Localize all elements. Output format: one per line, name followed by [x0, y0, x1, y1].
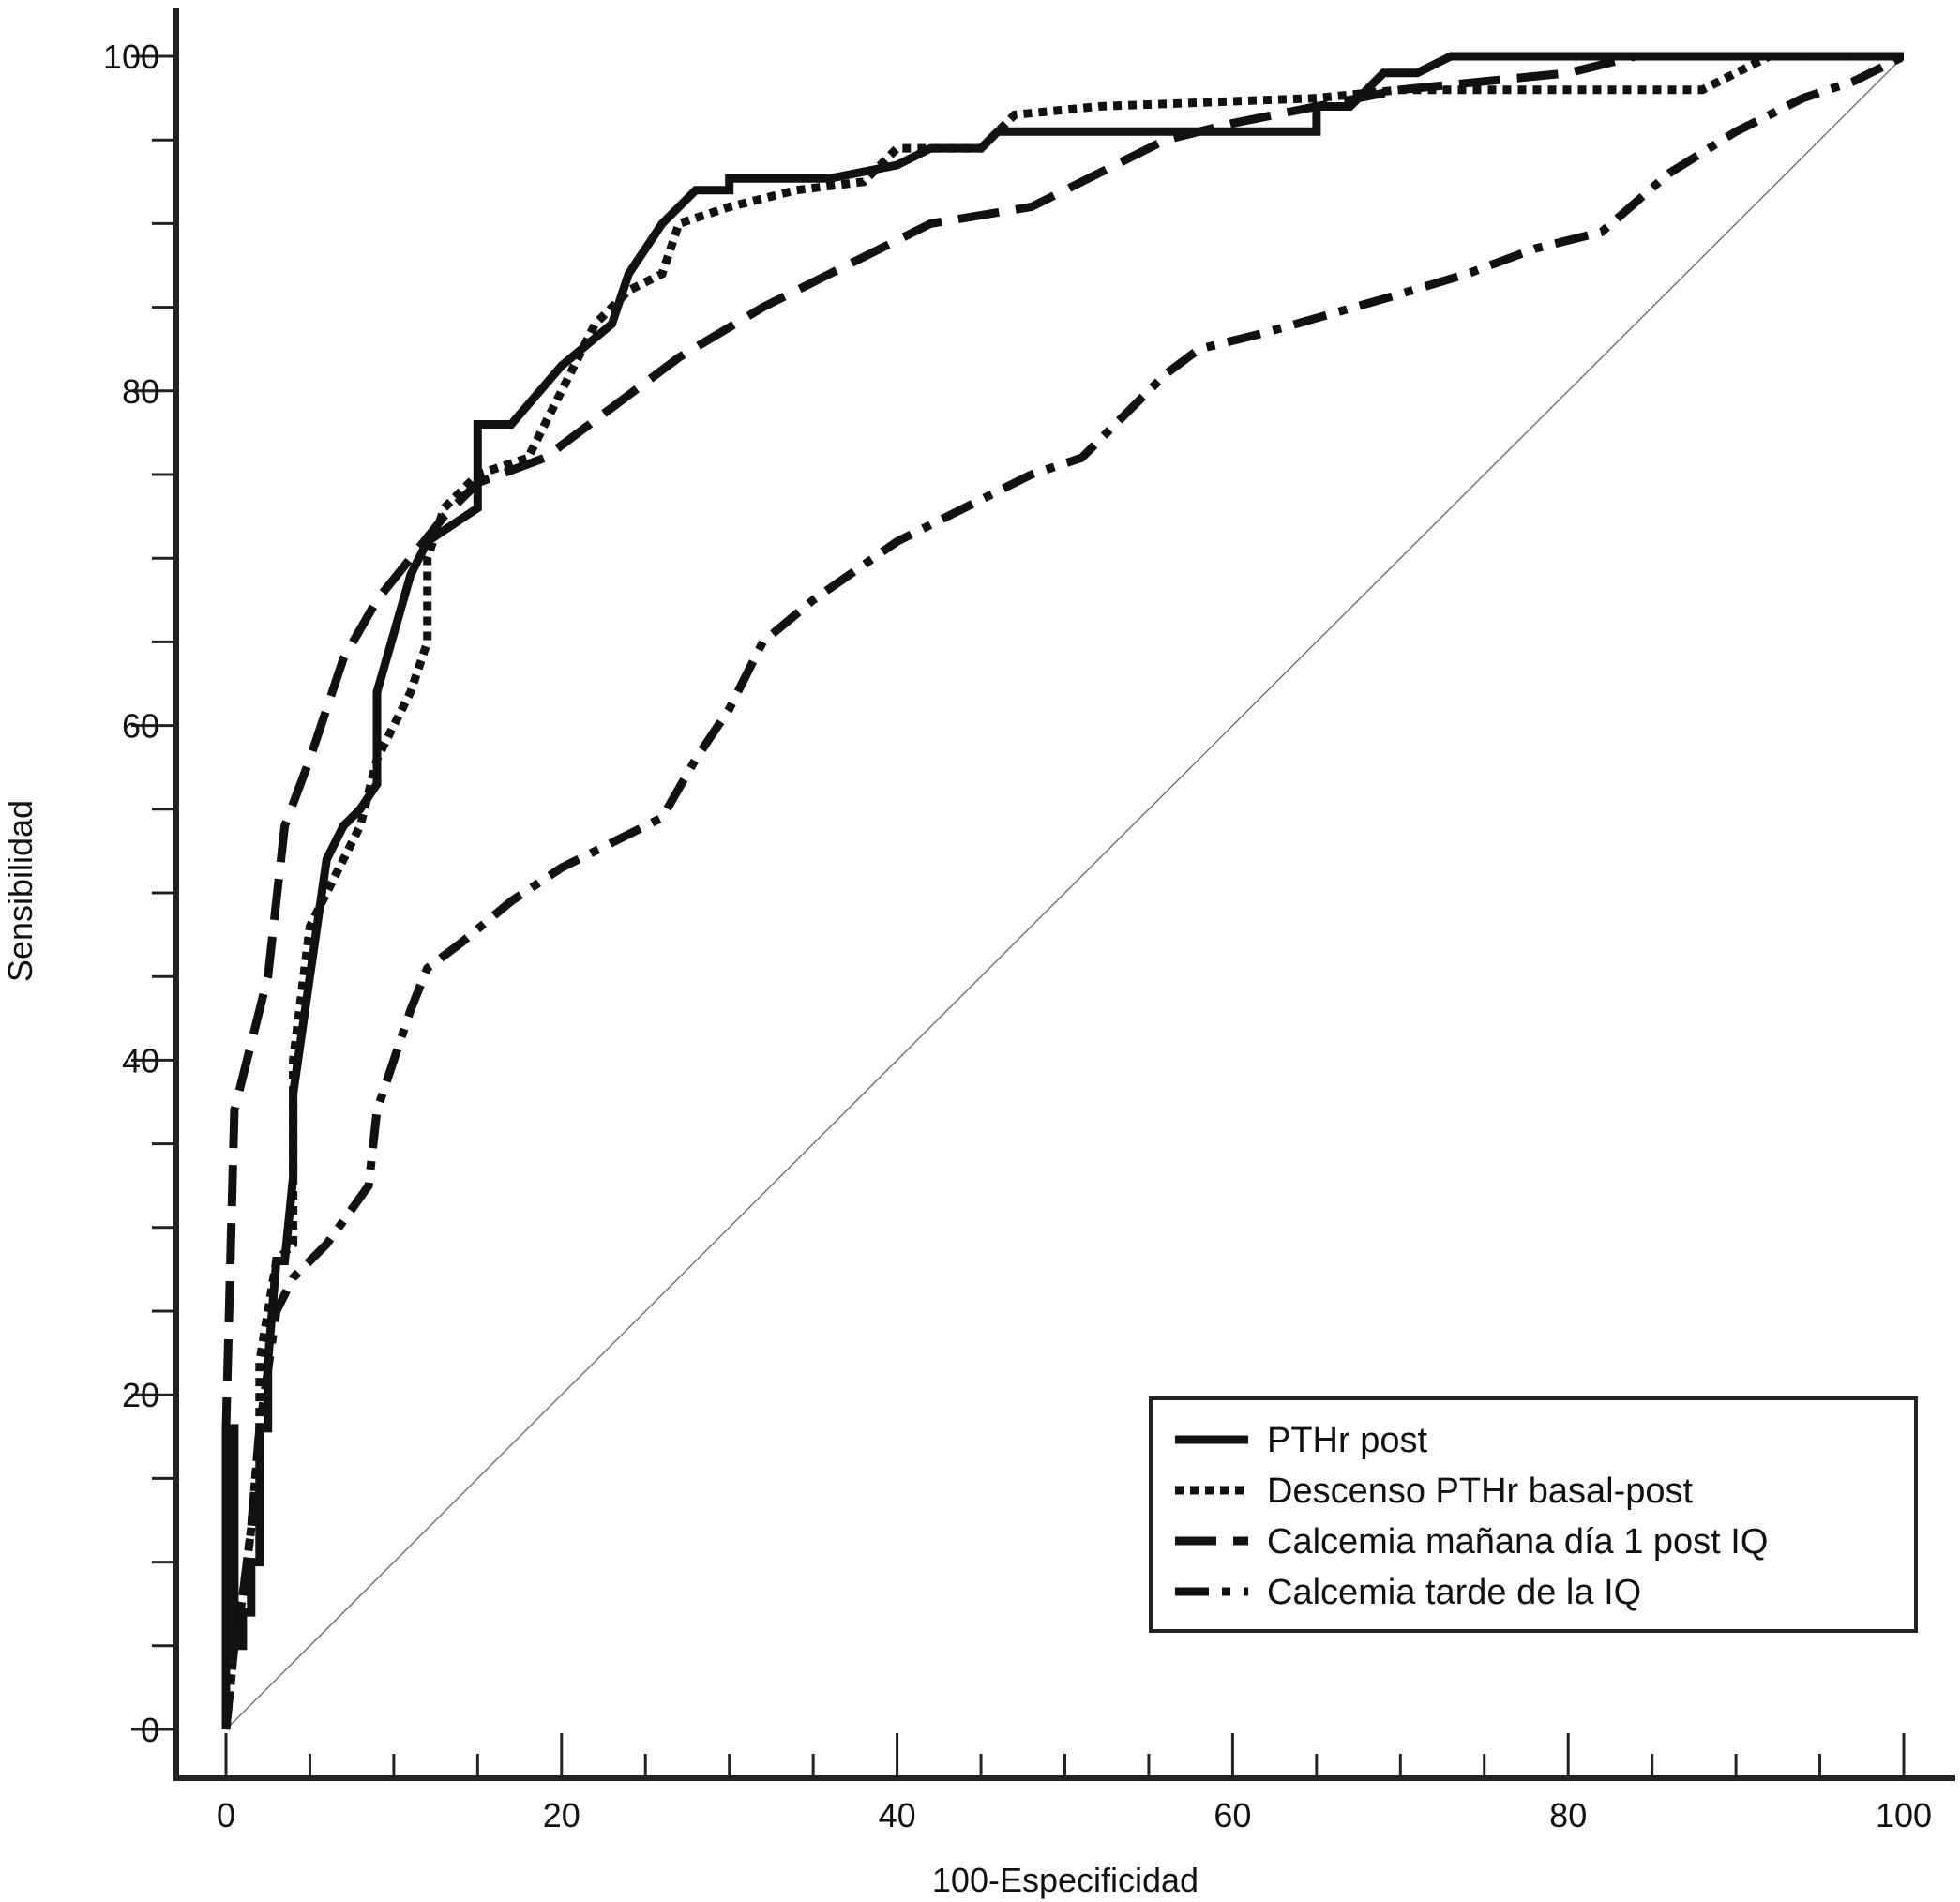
x-tick-label: 0 [217, 1796, 235, 1834]
x-tick-label: 40 [879, 1796, 916, 1834]
legend-label: PTHr post [1267, 1421, 1427, 1460]
y-tick-label: 0 [141, 1711, 159, 1749]
x-tick-label: 100 [1876, 1796, 1932, 1834]
series-line-descenso-pthr-basal-post [221, 52, 1904, 1730]
y-tick-label: 40 [122, 1041, 159, 1079]
x-tick-label: 60 [1214, 1796, 1251, 1834]
legend-label: Calcemia mañana día 1 post IQ [1267, 1522, 1768, 1562]
y-tick-label: 80 [122, 372, 159, 411]
series-line-calcemia-tarde-de-la-iq [221, 52, 1907, 1730]
reference-diagonal [225, 55, 1905, 1730]
series-layer [221, 52, 1907, 1730]
x-axis-label: 100-Especificidad [932, 1861, 1199, 1899]
series-line-pthr-post [221, 52, 1904, 1729]
ticks-layer: 0 20 40 60 80 100 0 20 40 60 80 100 [103, 38, 1932, 1834]
reference-layer [225, 55, 1905, 1730]
series-line-calcemia-manana-dia-1-post-iq [221, 52, 1904, 1729]
y-axis-label: Sensibilidad [1, 800, 39, 982]
legend-items: PTHr post Descenso PTHr basal-post Calcemi… [1175, 1421, 1768, 1612]
y-tick-label: 100 [103, 38, 159, 76]
y-tick-label: 20 [122, 1376, 159, 1414]
legend: PTHr post Descenso PTHr basal-post Calcemi… [1149, 1396, 1918, 1633]
legend-box [1149, 1396, 1918, 1633]
legend-label: Descenso PTHr basal-post [1267, 1472, 1694, 1511]
y-tick-label: 60 [122, 707, 159, 746]
x-tick-label: 80 [1549, 1796, 1587, 1834]
x-tick-label: 20 [543, 1796, 580, 1834]
legend-label: Calcemia tarde de la IQ [1267, 1573, 1641, 1612]
